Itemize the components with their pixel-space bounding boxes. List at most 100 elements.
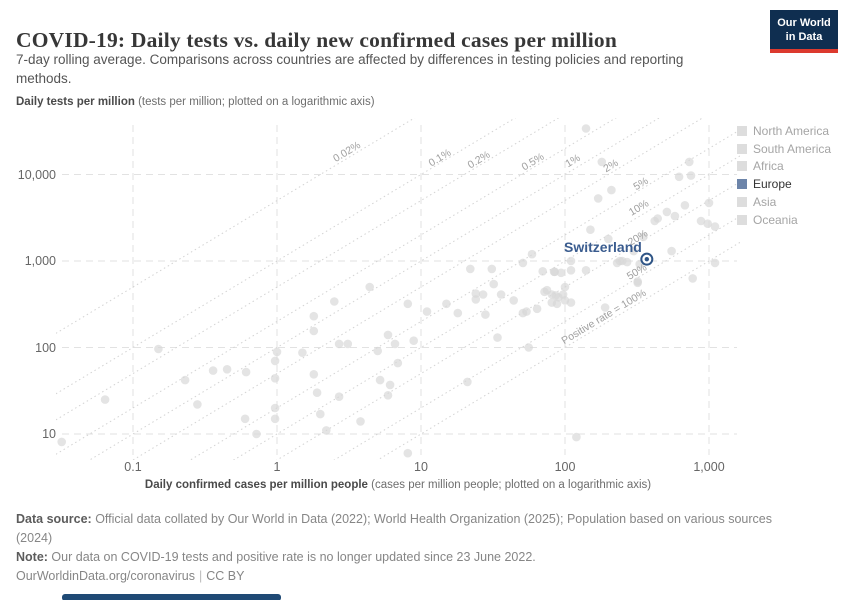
legend-item-asia[interactable]: Asia	[737, 195, 776, 209]
license-link[interactable]: CC BY	[206, 569, 245, 583]
data-point	[316, 409, 325, 419]
y-axis-title: Daily tests per million (tests per milli…	[16, 96, 375, 108]
data-point	[409, 336, 419, 346]
legend-label: Asia	[753, 194, 777, 209]
data-point	[509, 296, 518, 305]
data-point	[322, 426, 331, 435]
data-point	[674, 172, 684, 182]
data-source-text: Official data collated by Our World in D…	[16, 512, 772, 545]
data-point	[487, 264, 497, 274]
owid-link[interactable]: OurWorldinData.org/coronavirus	[16, 569, 196, 583]
data-point	[154, 344, 163, 354]
x-tick-1: 1	[273, 460, 281, 474]
data-point	[556, 268, 566, 278]
data-source-note: Data source: Official data collated by O…	[16, 510, 794, 548]
chart-subtitle: 7-day rolling average. Comparisons acros…	[16, 52, 684, 86]
data-point	[560, 282, 570, 292]
data-point	[403, 448, 413, 458]
data-point	[566, 298, 576, 307]
x-tick-100: 100	[554, 460, 576, 474]
scatter-points	[57, 124, 720, 458]
data-point	[100, 395, 110, 404]
data-point	[496, 290, 506, 299]
legend-label: Africa	[753, 159, 784, 174]
data-point	[208, 366, 218, 375]
data-point	[453, 308, 463, 318]
data-point	[493, 333, 502, 342]
legend-item-europe[interactable]: Europe	[737, 177, 792, 191]
legend-item-south-america[interactable]: South America	[737, 142, 831, 156]
legend-item-north-america[interactable]: North America	[737, 124, 829, 138]
page-title: COVID-19: Daily tests vs. daily new conf…	[16, 28, 618, 53]
legend-item-africa[interactable]: Africa	[737, 159, 784, 173]
data-point	[312, 388, 322, 398]
data-point	[653, 214, 662, 223]
data-point	[309, 311, 319, 321]
data-point	[593, 194, 603, 203]
legend-swatch-icon	[737, 161, 747, 172]
data-point	[463, 377, 472, 387]
data-point	[550, 267, 560, 277]
data-point	[390, 339, 400, 349]
data-point	[704, 198, 714, 208]
owid-logo-line2: in Data	[785, 31, 823, 44]
attribution-line: OurWorldinData.org/coronavirus | CC BY	[16, 567, 244, 586]
data-point	[597, 157, 607, 167]
data-point	[538, 267, 547, 276]
data-point	[670, 211, 680, 221]
data-point	[466, 264, 475, 274]
data-point	[481, 310, 490, 319]
data-point	[667, 246, 676, 256]
data-point	[471, 295, 481, 304]
data-point	[489, 279, 499, 289]
data-point	[193, 400, 202, 409]
note-label: Note:	[16, 550, 48, 564]
data-point	[524, 343, 533, 352]
note-text: Our data on COVID-19 tests and positive …	[47, 550, 536, 564]
data-point	[703, 219, 712, 228]
data-point	[662, 207, 672, 217]
legend-label: North America	[753, 124, 830, 138]
legend-label: Oceania	[753, 212, 798, 227]
data-point	[373, 346, 383, 356]
data-point	[710, 258, 720, 268]
data-point	[527, 249, 537, 259]
data-point	[581, 266, 591, 275]
timeline-bar[interactable]	[62, 594, 281, 600]
data-point	[330, 297, 339, 306]
data-point	[365, 282, 375, 292]
legend-swatch-icon	[737, 126, 747, 136]
data-source-label: Data source:	[16, 512, 92, 526]
data-point	[180, 375, 190, 385]
data-point	[375, 375, 385, 385]
data-point	[572, 432, 581, 442]
data-point	[622, 257, 632, 267]
data-point	[522, 307, 531, 316]
data-point	[334, 339, 344, 349]
legend-label: Europe	[753, 177, 792, 192]
data-point	[334, 392, 344, 402]
data-point	[532, 304, 542, 314]
y-tick-1,000: 1,000	[24, 254, 56, 268]
data-point	[222, 365, 232, 374]
data-point	[383, 330, 393, 340]
legend-swatch-icon	[737, 179, 747, 190]
data-point	[383, 391, 393, 400]
data-point	[309, 326, 319, 336]
owid-logo-line1: Our World	[777, 17, 831, 29]
data-point	[252, 429, 261, 439]
highlight-marker-switzerland[interactable]	[640, 252, 654, 266]
data-point	[685, 157, 694, 167]
data-point	[343, 339, 353, 349]
data-point	[710, 222, 720, 231]
legend-item-oceania[interactable]: Oceania	[737, 213, 798, 227]
x-tick-10: 10	[414, 460, 428, 474]
data-point	[270, 374, 280, 383]
x-tick-1,000: 1,000	[693, 460, 725, 474]
data-point	[298, 348, 307, 358]
switzerland-label[interactable]: Switzerland	[564, 239, 642, 256]
x-axis-title-bold: Daily confirmed cases per million people	[144, 479, 368, 491]
y-axis-title-rest: (tests per million; plotted on a logarit…	[134, 96, 375, 108]
data-point	[686, 171, 696, 180]
